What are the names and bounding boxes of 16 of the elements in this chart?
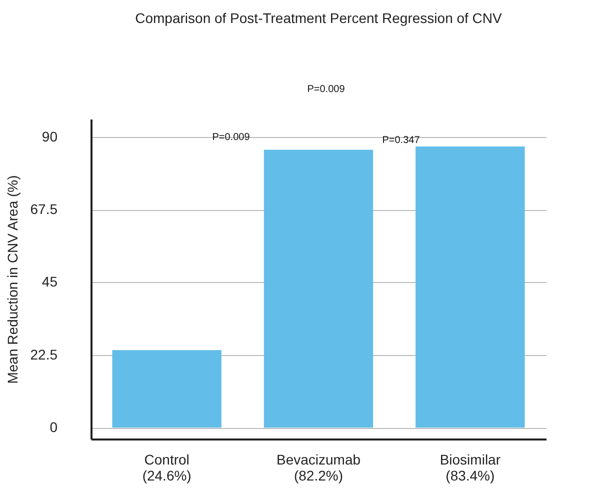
- y-axis-title: Mean Reduction in CNV Area (%): [4, 175, 20, 384]
- chart-title: Comparison of Post-Treatment Percent Regression of CNV: [135, 10, 503, 26]
- y-tick-label: 45: [42, 274, 58, 290]
- y-tick-label: 0: [50, 419, 58, 436]
- y-tick-label: 67.5: [30, 201, 58, 218]
- bar: [264, 150, 374, 428]
- x-tick-label: Biosimilar (83.4%): [440, 452, 501, 484]
- y-tick-label: 90: [42, 128, 58, 144]
- bar: [112, 350, 222, 428]
- text: P=0.009: [307, 84, 346, 95]
- annotation: P=0.009: [212, 132, 250, 143]
- y-tick-label: 22.5: [30, 346, 58, 362]
- x-tick-label: Control (24.6%): [142, 452, 192, 484]
- x-tick-label: Bevacizumab (82.2%): [276, 452, 361, 484]
- annotation: P=0.347: [382, 135, 420, 146]
- bar: [416, 146, 525, 428]
